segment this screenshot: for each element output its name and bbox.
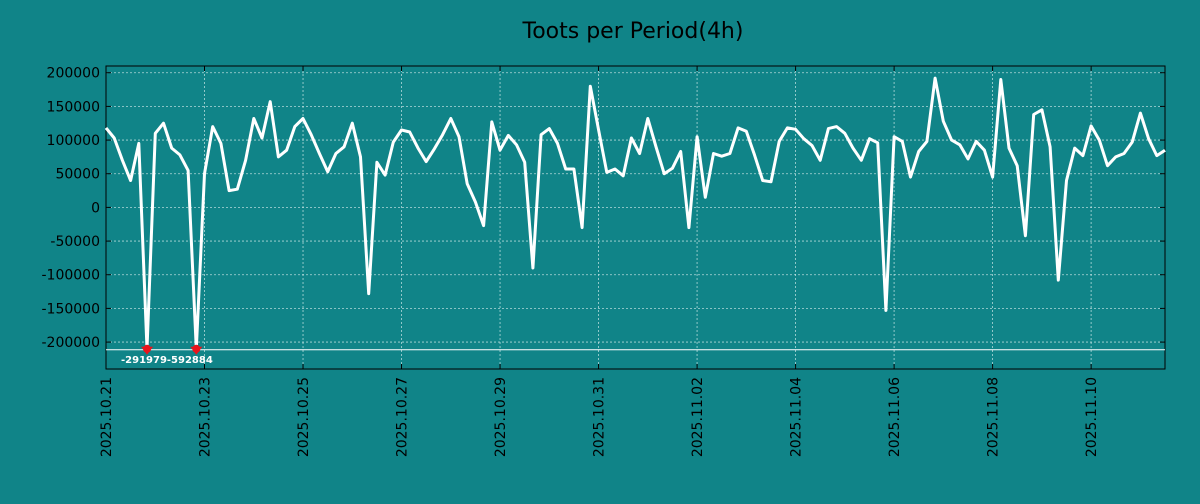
x-tick-label: 2025.11.10: [1084, 377, 1100, 457]
plot-frame: [106, 66, 1165, 369]
x-tick-label: 2025.10.21: [99, 377, 115, 457]
clipped-point-arrow: [141, 347, 153, 355]
clipped-point-arrow: [190, 347, 202, 355]
x-tick-label: 2025.10.27: [395, 377, 411, 457]
x-tick-label: 2025.11.06: [887, 377, 903, 457]
x-tick-label: 2025.10.25: [296, 377, 312, 457]
x-tick-label: 2025.10.31: [592, 377, 608, 457]
y-tick-label: -50000: [50, 234, 100, 250]
y-tick-label: -150000: [42, 301, 101, 317]
y-tick-label: -200000: [42, 335, 101, 351]
y-tick-label: 150000: [47, 99, 100, 115]
grid-layer: [106, 66, 1165, 369]
y-tick-label: 100000: [47, 133, 100, 149]
y-tick-label: 200000: [47, 66, 100, 82]
x-tick-label: 2025.11.02: [690, 377, 706, 457]
clipped-values-annotation: -291979-592884: [121, 355, 213, 366]
x-tick-label: 2025.10.29: [493, 377, 509, 457]
chart-title: Toots per Period(4h): [522, 19, 744, 44]
y-tick-label: 0: [91, 200, 100, 216]
x-tick-label: 2025.11.04: [789, 377, 805, 457]
marker-layer: [106, 345, 1165, 355]
x-tick-label: 2025.10.23: [198, 377, 214, 457]
y-tick-label: -100000: [42, 268, 101, 284]
x-tick-label: 2025.11.08: [986, 377, 1002, 457]
y-tick-label: 50000: [55, 167, 100, 183]
